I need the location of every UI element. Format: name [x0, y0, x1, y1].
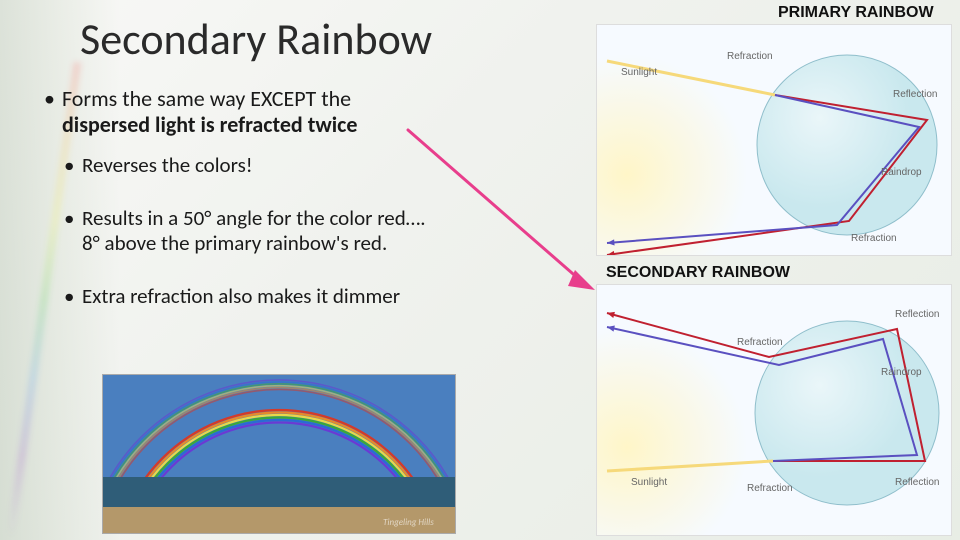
- slide-body: Forms the same way EXCEPT the dispersed …: [44, 86, 554, 324]
- bullet-1-2-line-b: 8° above the primary rainbow's red.: [82, 230, 387, 256]
- bullet-1: Forms the same way EXCEPT the dispersed …: [44, 86, 554, 139]
- bullet-1-3: Extra refraction also makes it dimmer: [44, 284, 554, 309]
- slide-title: Secondary Rainbow: [80, 12, 432, 66]
- svg-text:Refraction: Refraction: [727, 51, 773, 62]
- slide: Secondary Rainbow Forms the same way EXC…: [0, 0, 960, 540]
- svg-text:Raindrop: Raindrop: [881, 367, 922, 378]
- primary-diagram: Sunlight Refraction Reflection Raindrop Refr…: [596, 24, 952, 256]
- bullet-1-2: Results in a 50° angle for the color red…: [44, 206, 554, 256]
- svg-text:Tingeling Hills: Tingeling Hills: [383, 517, 434, 528]
- svg-text:Refraction: Refraction: [747, 483, 793, 494]
- bullet-1-line-b: dispersed light is refracted twice: [62, 111, 357, 138]
- bullet-1-2-line-a: Results in a 50° angle for the color red…: [82, 205, 426, 231]
- svg-text:Reflection: Reflection: [895, 477, 939, 488]
- svg-text:Raindrop: Raindrop: [881, 167, 922, 178]
- svg-text:Refraction: Refraction: [737, 337, 783, 348]
- svg-text:Reflection: Reflection: [895, 309, 939, 320]
- secondary-diagram: Sunlight Refraction Reflection Reflection Ra…: [596, 284, 952, 536]
- secondary-label: SECONDARY RAINBOW: [606, 264, 790, 282]
- bullet-1-1: Reverses the colors!: [44, 153, 554, 178]
- svg-text:Reflection: Reflection: [893, 89, 937, 100]
- svg-text:Sunlight: Sunlight: [631, 477, 667, 488]
- double-rainbow-photo: Tingeling Hills: [102, 374, 456, 534]
- bullet-1-line-a: Forms the same way EXCEPT the: [62, 85, 351, 112]
- svg-text:Sunlight: Sunlight: [621, 67, 657, 78]
- svg-text:Refraction: Refraction: [851, 233, 897, 244]
- primary-label: PRIMARY RAINBOW: [778, 4, 934, 22]
